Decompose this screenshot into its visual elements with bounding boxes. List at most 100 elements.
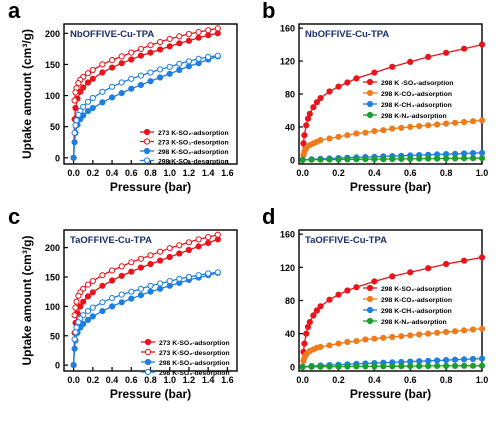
data-point <box>71 312 78 319</box>
data-point <box>99 308 106 315</box>
data-point <box>147 288 154 295</box>
chart-panel-a: a 0 50 100 150 200 0.0 0.2 0.4 0.6 0.8 1.0 1.2 1.4 1.6… <box>8 0 238 194</box>
y-tick-label: 50 <box>50 122 60 132</box>
data-point <box>205 270 212 277</box>
data-point <box>147 69 154 76</box>
legend-marker <box>366 111 374 119</box>
legend-marker <box>144 358 152 366</box>
data-point <box>80 298 87 305</box>
data-point <box>73 298 80 305</box>
data-point <box>84 308 92 315</box>
data-point <box>344 338 351 346</box>
data-point <box>353 363 360 370</box>
data-point <box>157 66 164 73</box>
series-0 <box>299 41 486 163</box>
x-tick-label: 1.4 <box>202 375 215 385</box>
data-point <box>443 328 450 336</box>
data-point <box>317 343 324 350</box>
data-point <box>176 66 183 74</box>
data-point <box>416 155 423 162</box>
data-point <box>452 328 459 335</box>
x-tick-label: 0.2 <box>332 375 345 385</box>
data-point <box>478 41 486 48</box>
data-point <box>84 281 92 288</box>
data-point <box>109 94 116 101</box>
data-point <box>469 355 477 363</box>
chart-panel-c: c 0 50 100 150 200 0.0 0.2 0.4 0.6 0.8 1.0 1.2 1.4 1.6… <box>8 204 238 401</box>
data-point <box>99 299 106 306</box>
data-point <box>166 70 173 77</box>
data-point <box>99 282 106 289</box>
data-point <box>416 123 423 130</box>
chart-panel-b: b 0 40 80 120 160 0.0 0.2 0.4 0.6 0.8 1.0 Pressure (… <box>262 0 488 194</box>
data-point <box>205 53 212 61</box>
x-tick-label: 1.0 <box>476 375 489 385</box>
data-point <box>137 255 144 262</box>
data-point <box>434 121 441 128</box>
data-point <box>214 52 221 59</box>
y-tick-label: 120 <box>280 57 295 67</box>
data-point <box>137 292 144 299</box>
data-point <box>176 60 183 67</box>
data-point <box>99 61 106 68</box>
legend-label: 298 K-N₂-adsorption <box>381 113 447 120</box>
legend-label: 298 K-CH₄-adsorption <box>381 308 452 315</box>
data-point <box>89 104 96 112</box>
data-point <box>128 268 135 275</box>
x-tick-label: 0.0 <box>296 168 309 178</box>
x-tick-label: 1.2 <box>183 168 196 178</box>
data-point <box>157 257 164 264</box>
data-point <box>371 278 378 285</box>
data-point <box>137 264 144 271</box>
data-point <box>398 363 405 370</box>
data-point <box>185 239 192 246</box>
data-point <box>75 319 82 326</box>
legend-label: 273 K-SO₂-desorption <box>159 350 230 357</box>
data-point <box>80 84 87 91</box>
data-point <box>362 156 369 163</box>
data-point <box>371 335 378 342</box>
data-point <box>89 289 96 296</box>
data-point <box>137 81 144 89</box>
data-point <box>176 33 183 40</box>
data-point <box>185 37 192 44</box>
data-point <box>157 38 164 46</box>
legend-label: 298 K-CO₂-adsorption <box>381 297 452 304</box>
series-0 <box>70 236 221 369</box>
data-point <box>299 156 306 163</box>
data-point <box>407 269 414 276</box>
legend-marker <box>143 138 151 145</box>
data-point <box>84 98 92 105</box>
data-point <box>185 58 192 65</box>
data-point <box>362 336 369 343</box>
data-point <box>344 132 351 139</box>
data-point <box>214 25 221 32</box>
x-tick-label: 0.8 <box>144 168 157 178</box>
x-tick-label: 0.6 <box>404 375 417 385</box>
data-point <box>306 319 313 326</box>
data-point <box>99 69 106 76</box>
data-point <box>425 155 432 162</box>
y-tick-label: 0 <box>55 153 60 163</box>
legend-label: 298 K-CO₂-adsorption <box>381 91 452 98</box>
data-point <box>326 88 333 95</box>
data-point <box>398 124 405 131</box>
data-point <box>407 155 414 162</box>
legend-marker <box>143 157 151 164</box>
data-point <box>84 293 92 300</box>
data-point <box>353 156 360 163</box>
x-axis-label: Pressure (bar) <box>350 387 431 401</box>
data-point <box>301 132 308 139</box>
data-point <box>176 250 183 257</box>
y-tick-label: 160 <box>280 230 295 240</box>
data-point <box>407 332 414 339</box>
data-point <box>389 63 396 70</box>
data-point <box>452 155 459 162</box>
x-axis-label: Pressure (bar) <box>110 387 191 401</box>
data-point <box>118 291 125 298</box>
data-point <box>147 252 154 259</box>
data-point <box>73 117 80 124</box>
data-point <box>99 99 106 106</box>
data-point <box>469 326 477 333</box>
x-tick-label: 0.2 <box>87 375 100 385</box>
